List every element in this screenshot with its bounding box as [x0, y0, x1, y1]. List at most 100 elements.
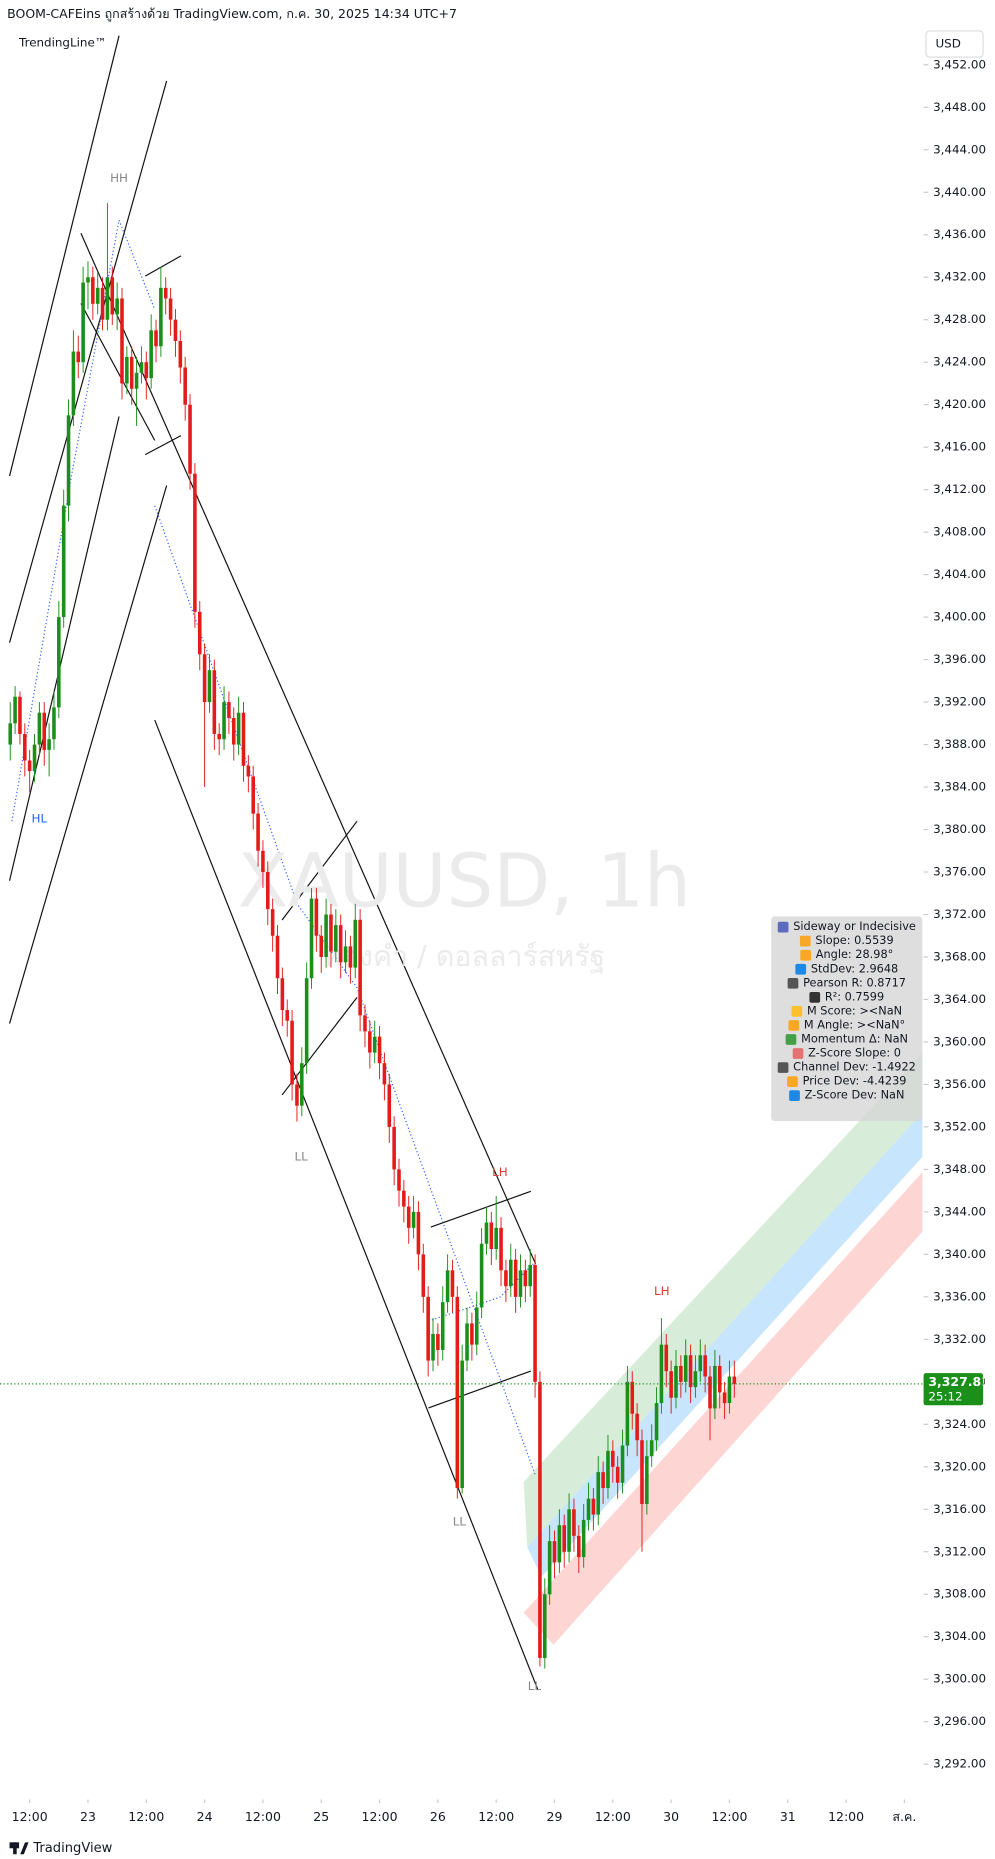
candle-body	[606, 1450, 610, 1489]
candle-body	[256, 813, 260, 851]
footer-brand: TradingView	[32, 1841, 112, 1856]
candle-body	[86, 277, 90, 283]
y-tick-label: 3,444.00	[933, 142, 986, 156]
panel-line: Slope: 0.5539	[815, 934, 893, 947]
logo-part	[13, 1842, 17, 1855]
candle-body	[504, 1270, 508, 1287]
countdown: 25:12	[928, 1389, 962, 1403]
candle-body	[411, 1211, 416, 1228]
upper-channel	[523, 1053, 923, 1548]
candle-body	[241, 712, 246, 766]
indicator-panel	[771, 916, 923, 1122]
panel-icon	[785, 1034, 797, 1045]
trend-line	[154, 719, 539, 1691]
candle-body	[227, 702, 231, 719]
candle-body	[402, 1190, 406, 1207]
candle-body	[202, 654, 207, 703]
candle-body	[581, 1519, 586, 1558]
trend-line	[430, 1190, 532, 1228]
y-tick-label: 3,316.00	[933, 1502, 986, 1516]
y-tick-label: 3,360.00	[933, 1034, 986, 1048]
indicator-name: TrendingLine™	[18, 35, 107, 49]
candle-body	[251, 776, 255, 814]
y-tick-label: 3,380.00	[933, 822, 986, 836]
candle-body	[567, 1509, 571, 1552]
candle-body	[197, 611, 202, 655]
x-tick-label: 31	[780, 1809, 796, 1824]
y-tick-label: 3,368.00	[933, 949, 986, 963]
axes: 3,292.00 3,296.00 3,300.00 3,304.00 3,308.00…	[0, 57, 990, 1824]
last-price-label: 3,327.81	[928, 1374, 990, 1389]
candle-body	[324, 914, 328, 957]
candle-body	[630, 1381, 635, 1414]
panel-line: Pearson R: 0.8717	[803, 976, 906, 989]
candle-body	[547, 1541, 552, 1595]
candle-body	[508, 1259, 513, 1287]
candle-body	[431, 1334, 435, 1361]
candle-body	[649, 1440, 654, 1457]
candle-body	[57, 617, 61, 708]
candle-body	[654, 1403, 659, 1441]
candle-body	[261, 850, 265, 873]
candle-body	[61, 505, 66, 618]
candle-body	[591, 1498, 596, 1515]
candle-body	[625, 1381, 630, 1446]
candle-body	[231, 718, 236, 745]
panel-line: Z-Score Dev: NaN	[805, 1089, 905, 1102]
candle-body	[440, 1302, 445, 1350]
candle-body	[280, 978, 285, 1011]
candle-body	[586, 1498, 591, 1520]
currency-box[interactable]	[925, 30, 984, 58]
candle-body	[13, 696, 17, 724]
y-tick-label: 3,376.00	[933, 865, 986, 879]
candle-body	[314, 898, 319, 936]
panel-icon	[795, 963, 807, 975]
panel-line: M Score: ><NaN	[807, 1004, 902, 1017]
candle-body	[397, 1169, 401, 1191]
panel-line: R²: 0.7599	[825, 990, 884, 1003]
candle-body	[270, 909, 275, 936]
candle-body	[645, 1456, 649, 1504]
y-tick-label: 3,356.00	[933, 1077, 986, 1091]
candle-body	[115, 298, 119, 315]
y-tick-label: 3,340.00	[933, 1247, 986, 1261]
y-tick-label: 3,348.00	[933, 1162, 986, 1176]
candle-body	[76, 351, 81, 363]
candle-body	[659, 1344, 664, 1404]
y-tick-label: 3,412.00	[933, 482, 986, 496]
candle-body	[421, 1254, 426, 1297]
header-title: BOOM-CAFEins ถูกสร้างด้วย TradingView.co…	[7, 6, 457, 22]
trend-line	[144, 435, 182, 456]
trend-lines	[8, 35, 539, 1691]
candle-body	[533, 1264, 537, 1382]
candle-body	[120, 298, 124, 384]
pivot-label: LL	[295, 1149, 309, 1163]
candle-body	[416, 1211, 421, 1255]
y-tick-label: 3,408.00	[933, 525, 986, 539]
x-tick-label: 12:00	[12, 1809, 48, 1824]
pivot-label: HL	[32, 811, 48, 825]
y-tick-label: 3,352.00	[933, 1119, 986, 1133]
y-tick-label: 3,344.00	[933, 1204, 986, 1218]
candle-body	[572, 1509, 576, 1536]
panel-icon	[792, 1048, 804, 1059]
candle-body	[81, 282, 85, 363]
x-tick-label: 12:00	[128, 1809, 164, 1824]
candle-body	[683, 1355, 688, 1382]
candle-body	[674, 1365, 678, 1398]
candle-body	[368, 1031, 372, 1053]
y-tick-label: 3,296.00	[933, 1714, 986, 1728]
pivot-label: LL	[528, 1679, 542, 1693]
y-tick-label: 3,416.00	[933, 440, 986, 454]
panel-icon	[777, 1062, 789, 1073]
candle-body	[664, 1344, 669, 1372]
candle-body	[688, 1355, 693, 1388]
y-tick-label: 3,424.00	[933, 355, 986, 369]
x-tick-label: 12:00	[711, 1809, 747, 1824]
x-tick-label: 24	[197, 1809, 213, 1824]
candle-body	[363, 1015, 367, 1032]
candle-body	[679, 1365, 683, 1382]
candle-body	[66, 415, 71, 506]
